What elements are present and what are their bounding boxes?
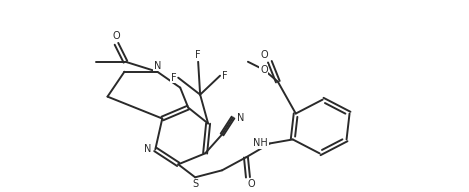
Text: N: N [237,113,244,122]
Text: NH: NH [253,138,268,148]
Text: F: F [222,71,227,81]
Text: F: F [171,73,176,83]
Text: N: N [154,61,161,71]
Text: S: S [192,179,198,189]
Text: O: O [247,179,255,189]
Text: F: F [195,50,201,60]
Text: O: O [260,50,268,60]
Text: N: N [144,144,151,154]
Text: O: O [260,65,268,75]
Text: O: O [113,31,120,41]
